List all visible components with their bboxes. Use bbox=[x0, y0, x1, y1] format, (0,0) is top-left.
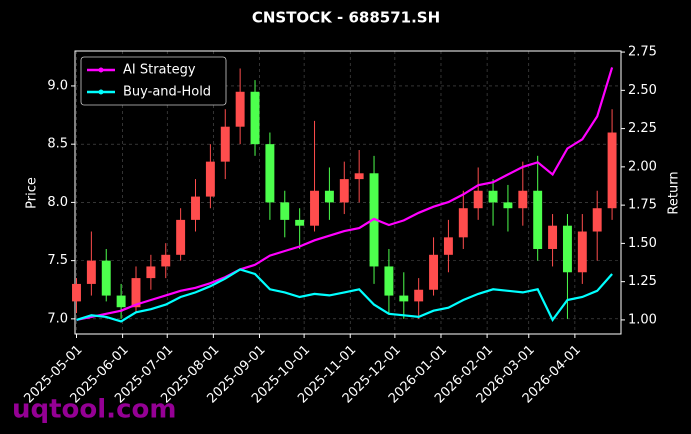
candle-body bbox=[161, 254, 171, 267]
candle-body bbox=[577, 231, 587, 273]
y-tick-label: 7.5 bbox=[47, 253, 68, 268]
candle-body bbox=[146, 266, 156, 279]
candle-body bbox=[458, 208, 468, 238]
candle-body bbox=[101, 260, 111, 296]
y2-tick-label: 1.25 bbox=[628, 274, 657, 289]
plot-area: 2025-05-012025-06-012025-07-012025-08-01… bbox=[21, 45, 656, 407]
candle-body bbox=[280, 202, 290, 220]
legend: AI Strategy Buy-and-Hold bbox=[80, 56, 227, 106]
candle-body bbox=[548, 225, 558, 249]
y-tick-label: 9.0 bbox=[47, 78, 68, 93]
candle-body bbox=[220, 126, 230, 162]
candle-body bbox=[324, 190, 334, 203]
candle-body bbox=[399, 295, 409, 302]
y-tick-label: 8.5 bbox=[47, 137, 68, 152]
candle-body bbox=[473, 190, 483, 209]
legend-marker bbox=[98, 67, 104, 73]
y-tick-label: 7.0 bbox=[47, 311, 68, 326]
legend-marker bbox=[98, 89, 104, 95]
y2-tick-label: 1.00 bbox=[628, 312, 657, 327]
legend-box bbox=[80, 56, 227, 106]
y2-axis-label: Return bbox=[667, 171, 682, 214]
candle-body bbox=[205, 161, 215, 197]
candle-body bbox=[414, 289, 424, 302]
candle-body bbox=[131, 278, 141, 308]
y2-tick-label: 1.50 bbox=[628, 236, 657, 251]
candle-body bbox=[443, 237, 453, 255]
candle-body bbox=[518, 190, 528, 209]
candle-body bbox=[354, 173, 364, 180]
legend-label: Buy-and-Hold bbox=[123, 85, 211, 100]
candle-body bbox=[176, 219, 186, 255]
y-axis-label: Price bbox=[25, 177, 40, 209]
candle-body bbox=[384, 266, 394, 296]
candle-body bbox=[295, 219, 305, 226]
plot-frame bbox=[74, 50, 622, 335]
candle-body bbox=[265, 144, 275, 203]
legend-label: AI Strategy bbox=[123, 63, 196, 78]
candle-body bbox=[116, 295, 126, 308]
y2-tick-label: 2.50 bbox=[628, 83, 657, 98]
y2-tick-label: 2.00 bbox=[628, 159, 657, 174]
candle-body bbox=[86, 260, 96, 284]
line-series bbox=[76, 67, 614, 321]
candle-body bbox=[562, 225, 572, 273]
candle-body bbox=[72, 283, 81, 302]
line-series bbox=[76, 268, 613, 323]
candle-body bbox=[488, 190, 498, 203]
candle-body bbox=[339, 179, 349, 203]
candle-body bbox=[429, 254, 439, 290]
y2-tick-label: 1.75 bbox=[628, 198, 657, 213]
candle-body bbox=[191, 196, 200, 220]
chart-title: CNSTOCK - 688571.SH bbox=[252, 9, 440, 27]
candle-body bbox=[607, 132, 617, 209]
candle-body bbox=[503, 202, 513, 209]
candle-body bbox=[310, 190, 319, 226]
candle-body bbox=[235, 91, 245, 127]
candle-body bbox=[592, 208, 602, 232]
y-tick-label: 8.0 bbox=[47, 195, 68, 210]
candle-body bbox=[533, 190, 543, 249]
y2-tick-label: 2.75 bbox=[628, 45, 657, 60]
candle-body bbox=[250, 91, 260, 145]
watermark: uqtool.com bbox=[12, 395, 176, 425]
y2-tick-label: 2.25 bbox=[628, 121, 657, 136]
